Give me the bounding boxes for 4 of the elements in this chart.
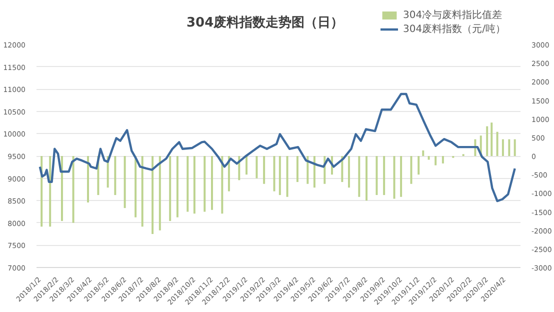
line-series (38, 92, 516, 202)
legend-label: 304冷与废料指比值差 (403, 8, 502, 22)
legend-label: 304废料指数（元/吨） (403, 22, 506, 36)
chart-title: 304废料指数走势图（日） (186, 14, 344, 30)
